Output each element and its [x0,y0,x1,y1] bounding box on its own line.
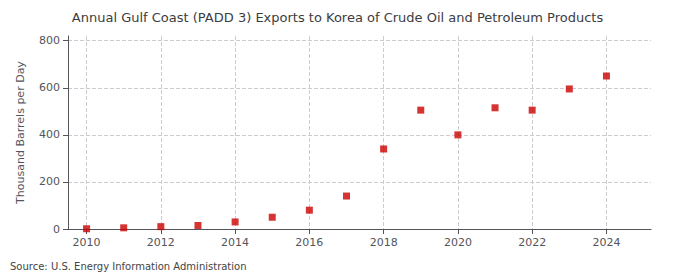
svg-text:2014: 2014 [221,236,249,249]
svg-text:2016: 2016 [295,236,323,249]
svg-text:2024: 2024 [592,236,620,249]
svg-text:0: 0 [53,223,60,236]
svg-text:Source: U.S. Energy Informatio: Source: U.S. Energy Information Administ… [10,261,247,272]
svg-text:2012: 2012 [147,236,175,249]
svg-text:2018: 2018 [370,236,398,249]
svg-text:400: 400 [39,128,60,141]
svg-text:2020: 2020 [444,236,472,249]
svg-text:200: 200 [39,175,60,188]
svg-text:2022: 2022 [518,236,546,249]
svg-text:Thousand Barrels per Day: Thousand Barrels per Day [14,61,27,205]
svg-text:2010: 2010 [73,236,101,249]
svg-text:Annual Gulf Coast (PADD 3) Exp: Annual Gulf Coast (PADD 3) Exports to Ko… [72,10,604,25]
svg-text:600: 600 [39,81,60,94]
svg-text:800: 800 [39,34,60,47]
